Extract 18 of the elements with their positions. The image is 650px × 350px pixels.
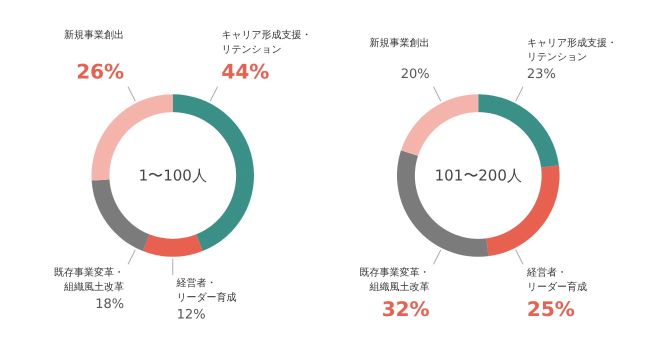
slice-label: 新規事業創出 <box>64 29 124 42</box>
slice-label: キャリア形成支援・リテンション <box>221 29 312 56</box>
text: 1〜100人 <box>138 166 207 184</box>
slice-label: キャリア形成支援・リテンション <box>526 36 617 64</box>
data-label: 18% <box>95 296 124 312</box>
data-label: 25% <box>526 296 575 321</box>
data-label: 32% <box>382 296 430 321</box>
data-label: 23% <box>526 67 556 82</box>
text: 101〜200人 <box>434 166 522 184</box>
slice-label: 新規事業創出 <box>370 36 430 49</box>
data-label: 20% <box>400 67 430 82</box>
slice-label: 既存事業変革・組織風土改革 <box>54 266 124 293</box>
slice-label: 経営者・リーダー育成 <box>176 277 237 304</box>
data-label: 44% <box>221 59 270 84</box>
slice-label: 既存事業変革・組織風土改革 <box>360 266 430 293</box>
data-label: 26% <box>76 59 124 84</box>
slice-label: 経営者・リーダー育成 <box>526 266 587 293</box>
data-label: 12% <box>176 307 206 322</box>
